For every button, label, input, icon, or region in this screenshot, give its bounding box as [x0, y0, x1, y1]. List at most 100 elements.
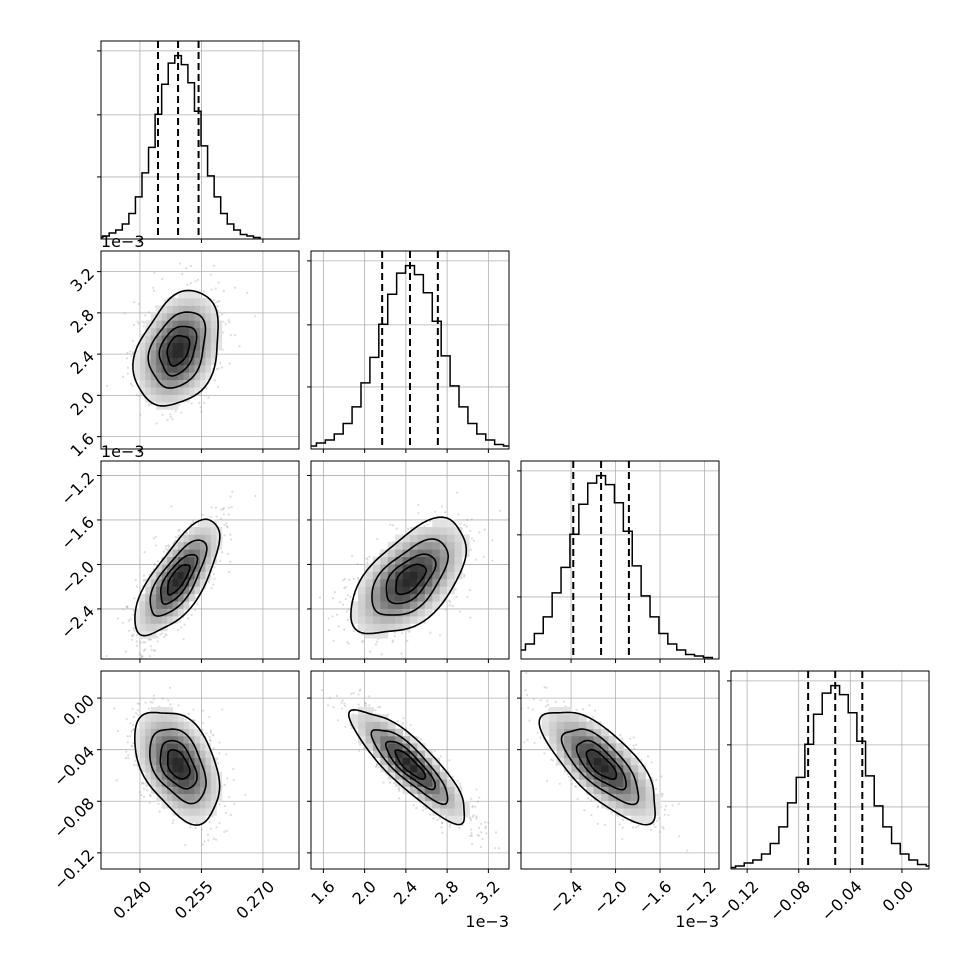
sample-point: [126, 372, 129, 375]
density-cell: [156, 320, 163, 329]
density-cell: [172, 394, 179, 403]
density-cell: [205, 320, 212, 329]
density-cell: [395, 534, 403, 543]
x-tick-label: −0.12: [714, 877, 762, 925]
density-cell: [424, 608, 433, 617]
density-cell: [145, 743, 152, 751]
sample-point: [139, 413, 142, 416]
sample-point: [222, 289, 225, 293]
density-cell: [183, 379, 190, 388]
density-cell: [623, 757, 632, 766]
density-cell: [372, 735, 381, 744]
sample-point: [374, 709, 377, 712]
density-cell: [365, 721, 374, 730]
panel-3-3: [727, 670, 930, 873]
sample-point: [212, 747, 215, 750]
sample-point: [395, 527, 398, 530]
density-cell: [645, 779, 654, 787]
sample-point: [392, 782, 395, 785]
density-cell: [439, 586, 448, 595]
density-cell: [156, 571, 163, 580]
density-cell: [183, 721, 190, 730]
density-cell: [372, 750, 381, 758]
density-cell: [564, 743, 572, 751]
sample-point: [539, 736, 542, 739]
sample-point: [244, 793, 247, 797]
sample-point: [126, 606, 129, 609]
sample-point: [554, 700, 557, 704]
sample-point: [137, 394, 140, 397]
sample-point: [208, 736, 211, 739]
density-cell: [365, 706, 374, 715]
sample-point: [660, 795, 664, 798]
density-cell: [380, 757, 389, 766]
density-cell: [172, 564, 179, 572]
density-cell: [205, 786, 212, 795]
sample-point: [217, 281, 220, 284]
sample-point: [201, 722, 205, 725]
sample-point: [148, 655, 151, 658]
y-tick-label: 2.0: [67, 388, 98, 419]
density-cell: [189, 290, 195, 299]
sample-point: [350, 692, 353, 695]
density-cell: [350, 721, 359, 730]
sample-point: [337, 625, 340, 628]
density-cell: [432, 541, 441, 550]
y-tick-label: −2.0: [57, 557, 98, 598]
contour-level-2: [575, 739, 627, 791]
y-tick-label: −1.6: [57, 513, 98, 554]
density-cell: [172, 743, 179, 751]
density-cell: [145, 750, 152, 758]
density-cell: [358, 593, 366, 602]
density-cell: [447, 549, 455, 558]
contour-level-2: [158, 325, 198, 377]
density-cell: [578, 721, 587, 730]
density-cell: [461, 534, 470, 543]
density-cell: [210, 771, 217, 780]
sample-point: [406, 639, 409, 642]
density-cell: [210, 764, 217, 773]
density-cell: [150, 578, 157, 587]
sample-point: [228, 795, 231, 799]
density-cell: [194, 342, 201, 351]
density-cell: [161, 320, 168, 329]
density-cell: [194, 350, 201, 358]
sample-point: [401, 632, 404, 635]
sample-point: [106, 384, 109, 387]
density-cell: [432, 593, 441, 602]
density-cell: [387, 541, 396, 550]
density-cell: [350, 714, 359, 722]
sample-point: [217, 762, 220, 765]
density-cell: [189, 808, 195, 816]
sample-point: [459, 610, 462, 613]
y-tick-label: 0.00: [59, 691, 98, 730]
density-cell: [410, 608, 418, 617]
sample-point: [660, 775, 663, 778]
density-cell: [150, 357, 157, 366]
sample-point: [448, 599, 451, 602]
sample-point: [161, 413, 164, 417]
sample-point: [388, 781, 391, 784]
density-cell: [178, 335, 184, 343]
sample-point: [366, 561, 369, 565]
sample-point: [149, 701, 152, 704]
density-cell: [564, 735, 572, 744]
sample-point: [229, 813, 232, 817]
density-cell: [178, 608, 184, 617]
density-cell: [183, 793, 190, 802]
sample-point: [478, 834, 481, 837]
sample-point: [229, 334, 232, 337]
density-cell: [194, 357, 201, 366]
y-tick-label: 3.2: [67, 264, 98, 295]
density-cell: [178, 743, 184, 751]
density-cell: [372, 714, 381, 722]
density-cell: [205, 800, 212, 809]
sample-point: [459, 522, 462, 525]
sample-point: [135, 640, 138, 643]
y-tick-label: −1.2: [57, 468, 98, 509]
sample-point: [154, 535, 157, 538]
density-cell: [134, 350, 141, 358]
sample-point: [196, 278, 200, 281]
density-cell: [178, 586, 184, 595]
sample-point: [423, 525, 426, 528]
